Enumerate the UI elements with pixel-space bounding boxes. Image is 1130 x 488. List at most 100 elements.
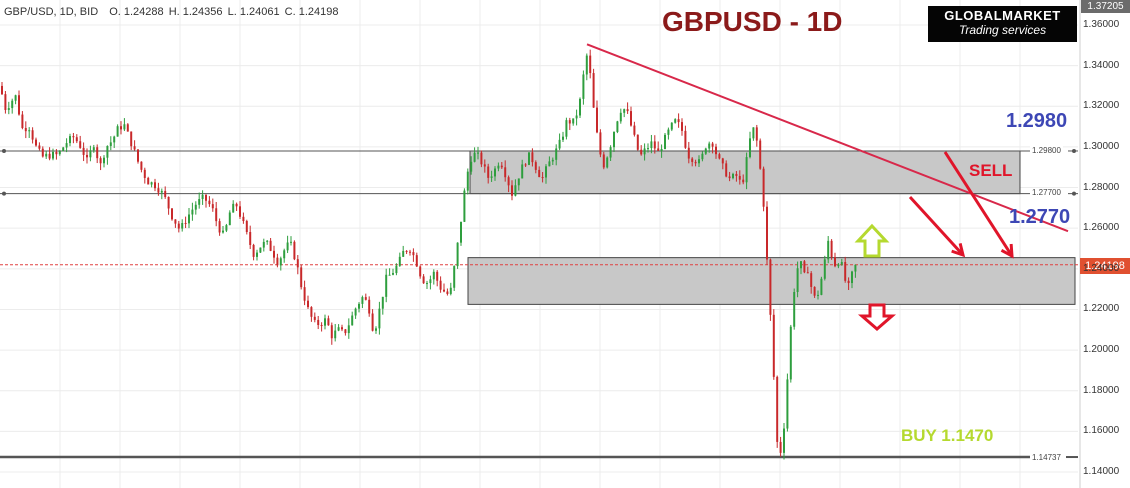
candle-body bbox=[664, 134, 666, 149]
candle-body bbox=[619, 112, 622, 122]
candle-body bbox=[368, 299, 371, 314]
candle-body bbox=[296, 259, 299, 268]
candle-body bbox=[147, 177, 150, 185]
candle-body bbox=[171, 208, 173, 220]
chart-title: GBPUSD - 1D bbox=[662, 6, 843, 37]
trendline bbox=[586, 43, 1069, 233]
candle-body bbox=[844, 262, 847, 281]
logo-brand: GLOBALMARKET bbox=[944, 8, 1061, 23]
candle-body bbox=[324, 318, 326, 326]
candle-body bbox=[72, 136, 75, 138]
candle-body bbox=[636, 134, 639, 150]
candle-body bbox=[789, 326, 792, 380]
candle-body bbox=[803, 261, 806, 273]
sell-arrow-2-head bbox=[1000, 243, 1014, 259]
candle-body bbox=[89, 150, 92, 158]
candle-body bbox=[514, 185, 517, 196]
candle-body bbox=[143, 169, 146, 178]
level-annotation-lower: 1.2770 bbox=[1009, 206, 1071, 228]
candle-body bbox=[293, 241, 296, 260]
candle-body bbox=[477, 152, 479, 154]
candle-body bbox=[701, 153, 704, 160]
sell-annotation: SELL bbox=[969, 161, 1013, 180]
candle-body bbox=[232, 203, 235, 213]
candle-body bbox=[837, 264, 840, 267]
candle-body bbox=[150, 182, 153, 185]
candle-body bbox=[188, 214, 190, 224]
candle-body bbox=[395, 265, 398, 274]
price-tick-label: 1.22000 bbox=[1083, 303, 1120, 315]
candle-body bbox=[439, 280, 442, 290]
candle-body bbox=[351, 315, 354, 326]
candle-body bbox=[718, 154, 721, 159]
candle-body bbox=[572, 118, 575, 124]
candle-body bbox=[820, 278, 823, 295]
candle-body bbox=[300, 267, 303, 288]
candle-body bbox=[194, 204, 197, 210]
candle-body bbox=[279, 258, 282, 266]
candle-body bbox=[381, 296, 384, 309]
candle-body bbox=[4, 94, 7, 110]
price-tick-label: 1.24000 bbox=[1083, 262, 1120, 274]
candle-body bbox=[259, 247, 262, 253]
candle-body bbox=[11, 100, 14, 109]
candle-body bbox=[388, 274, 391, 276]
candle-body bbox=[745, 157, 748, 183]
candle-body bbox=[728, 176, 731, 179]
candle-body bbox=[283, 250, 286, 259]
candle-body bbox=[412, 252, 415, 256]
candle-body bbox=[422, 276, 425, 284]
candle-body bbox=[817, 294, 819, 296]
level-line-handle bbox=[2, 148, 6, 153]
candle-body bbox=[630, 111, 632, 126]
candle-body bbox=[558, 139, 561, 149]
candle-body bbox=[633, 125, 636, 135]
candle-body bbox=[599, 132, 602, 155]
candle-body bbox=[402, 250, 405, 257]
candle-body bbox=[752, 127, 755, 139]
price-tick-label: 1.32000 bbox=[1083, 100, 1120, 112]
candle-body bbox=[834, 257, 836, 267]
candle-body bbox=[810, 273, 813, 287]
candle-body bbox=[65, 143, 68, 148]
candle-body bbox=[432, 271, 435, 280]
candle-body bbox=[626, 109, 629, 112]
candle-body bbox=[228, 212, 231, 226]
candle-body bbox=[337, 327, 340, 331]
candle-body bbox=[582, 74, 585, 99]
candle-body bbox=[48, 153, 51, 159]
candle-body bbox=[45, 153, 48, 157]
candle-body bbox=[92, 147, 95, 151]
candle-body bbox=[548, 161, 551, 167]
candle-body bbox=[800, 261, 802, 269]
candle-body bbox=[86, 154, 88, 158]
candle-body bbox=[419, 266, 422, 277]
candle-body bbox=[616, 121, 619, 132]
sell-arrow-1-head bbox=[951, 242, 966, 258]
candle-body bbox=[313, 316, 316, 320]
candle-body bbox=[347, 325, 350, 334]
close-value: C. 1.24198 bbox=[284, 6, 339, 18]
price-tick-label: 1.16000 bbox=[1083, 425, 1120, 437]
candle-body bbox=[409, 251, 411, 253]
candle-body bbox=[531, 152, 534, 163]
candle-body bbox=[766, 206, 768, 260]
candle-body bbox=[75, 137, 78, 142]
price-zone bbox=[467, 257, 1076, 305]
candle-body bbox=[602, 154, 605, 168]
candle-body bbox=[218, 221, 221, 233]
candle-body bbox=[613, 131, 615, 148]
candle-body bbox=[160, 190, 163, 193]
candle-body bbox=[776, 376, 779, 442]
candle-body bbox=[310, 307, 313, 317]
candle-body bbox=[507, 177, 510, 186]
candle-body bbox=[222, 230, 224, 233]
candle-body bbox=[41, 148, 44, 157]
ohlc-header: GBP/USD, 1D, BID O. 1.24288 H. 1.24356 L… bbox=[4, 6, 340, 18]
candle-body bbox=[82, 147, 85, 155]
candle-body bbox=[708, 143, 711, 149]
symbol-label: GBP/USD, 1D, BID bbox=[4, 6, 99, 18]
candle-body bbox=[303, 287, 306, 301]
